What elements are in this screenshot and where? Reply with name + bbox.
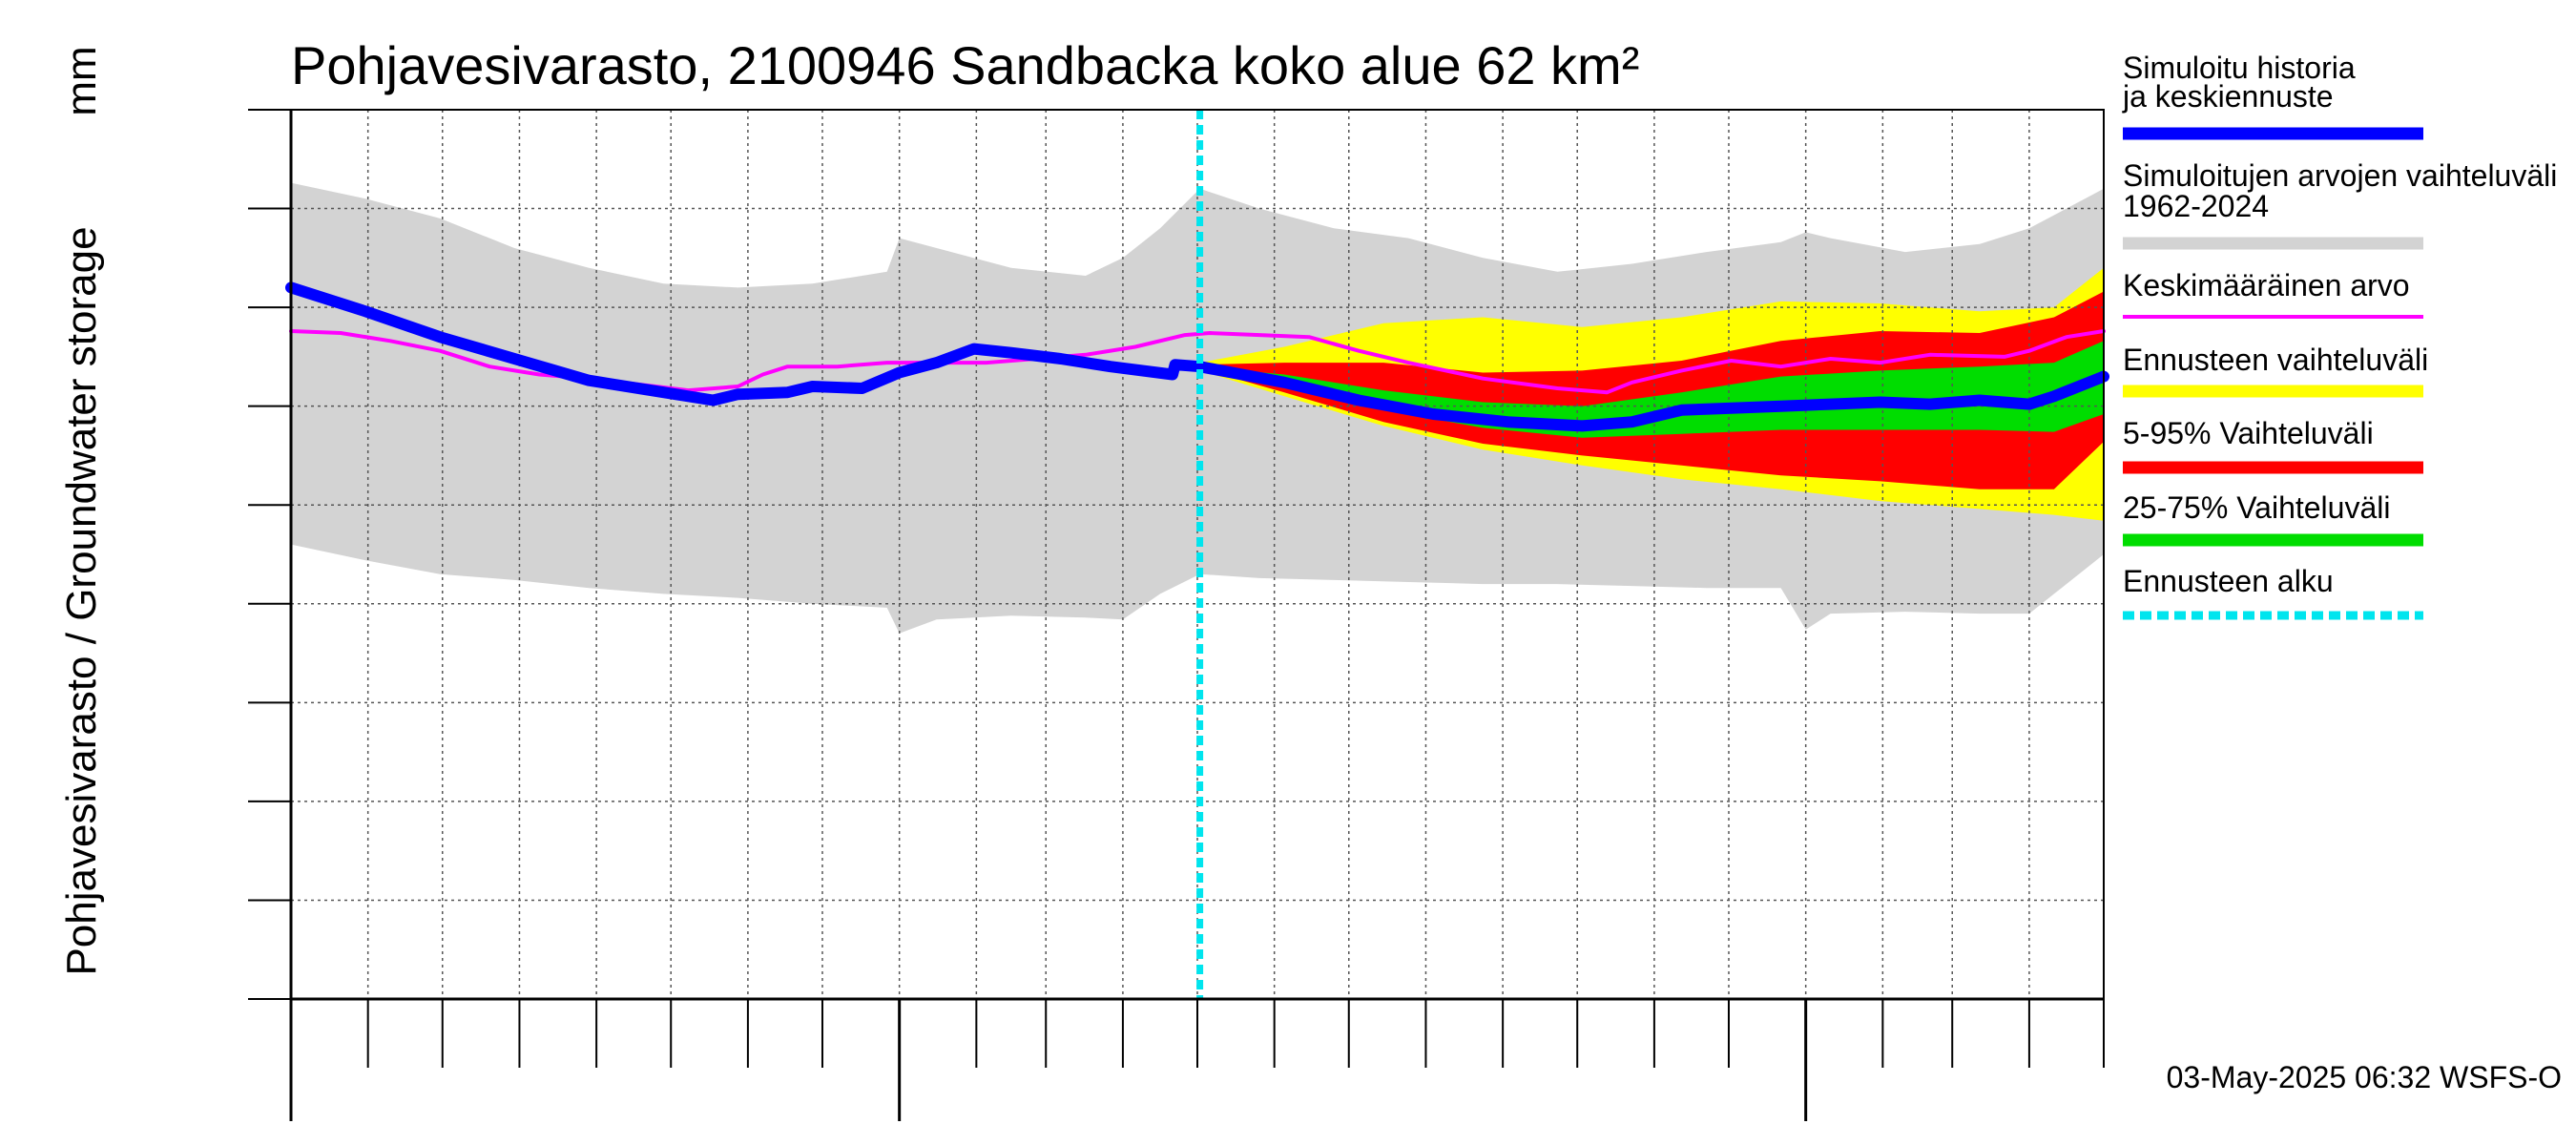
legend-label-0: Simuloitu historia ja keskiennuste bbox=[2122, 51, 2356, 114]
y-axis-label: Pohjavesivarasto / Groundwater storage bbox=[58, 226, 105, 975]
chart-title: Pohjavesivarasto, 2100946 Sandbacka koko… bbox=[291, 35, 1639, 95]
band-2 bbox=[1199, 291, 2104, 489]
legend-label-1: Simuloitujen arvojen vaihteluväli 1962-20… bbox=[2123, 158, 2557, 223]
legend-label-6: Ennusteen alku bbox=[2123, 564, 2334, 598]
y-axis-unit: mm bbox=[58, 46, 105, 115]
series-line-5 bbox=[285, 281, 2109, 432]
grid-lines bbox=[291, 110, 2104, 999]
legend-label-4: 5-95% Vaihteluväli bbox=[2123, 416, 2374, 450]
legend-label-2: Keskimääräinen arvo bbox=[2123, 268, 2410, 302]
x-axis bbox=[289, 999, 2105, 1121]
legend-label-5: 25-75% Vaihteluväli bbox=[2123, 490, 2390, 525]
legend: Simuloitu historia ja keskiennuste Simuloi… bbox=[2122, 51, 2557, 620]
y-axis bbox=[248, 109, 291, 1000]
legend-label-3: Ennusteen vaihteluväli bbox=[2123, 343, 2428, 377]
timestamp-footer: 03-May-2025 06:32 WSFS-O bbox=[2167, 1060, 2562, 1094]
series-lines bbox=[285, 110, 2109, 999]
